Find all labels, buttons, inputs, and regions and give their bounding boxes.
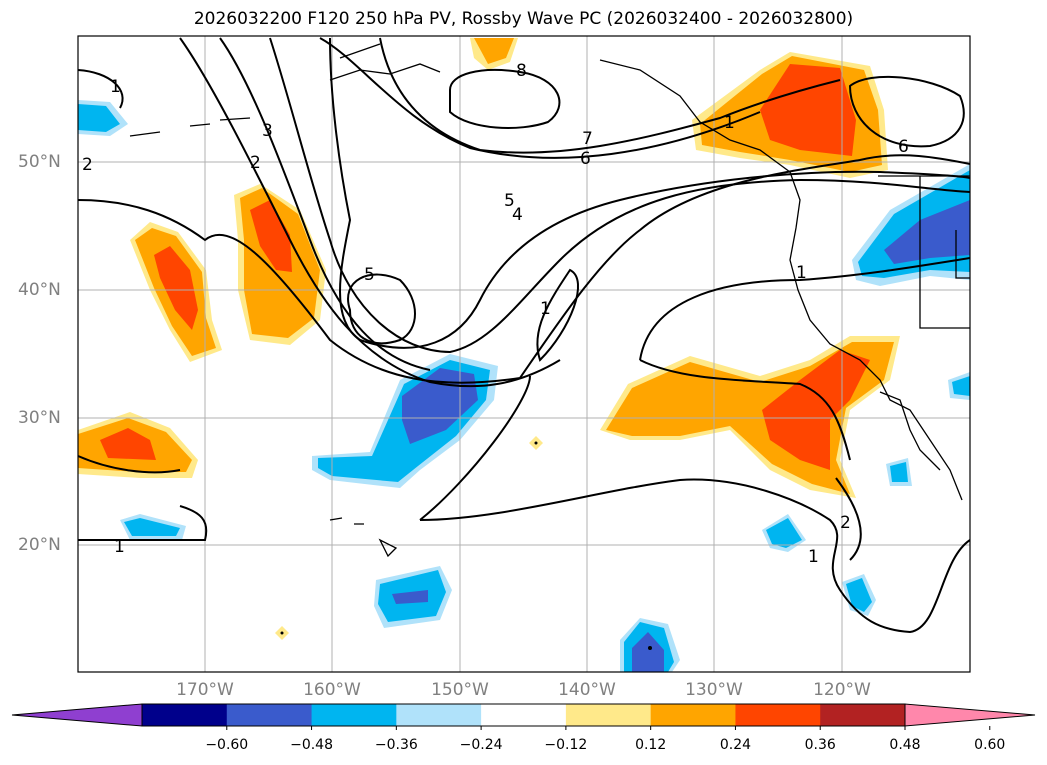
colorbar-frame <box>141 703 906 727</box>
colorbar-tick-label: 0.24 <box>719 737 752 753</box>
colorbar-tick-label: −0.24 <box>459 737 503 753</box>
colorbar-segment <box>735 704 821 726</box>
contour-label: 6 <box>898 137 909 157</box>
fill-positive <box>760 64 856 156</box>
colorbar-extend-low <box>11 703 143 727</box>
contour-label: 8 <box>516 61 527 81</box>
lon-label: 150°W <box>431 680 489 700</box>
lon-label: 140°W <box>558 680 616 700</box>
colorbar-segment <box>142 704 228 726</box>
colorbar-segment <box>481 704 567 726</box>
point-markers <box>280 441 652 650</box>
contour-label: 4 <box>512 205 523 225</box>
colorbar-segment <box>650 704 736 726</box>
fill-negative <box>402 368 478 444</box>
lat-label: 30°N <box>18 408 61 428</box>
contour-label: 5 <box>504 191 515 211</box>
colorbar-segment <box>820 704 906 726</box>
colorbar-tick-label: −0.60 <box>205 737 249 753</box>
pv-contours <box>77 37 971 634</box>
contour-label: 5 <box>364 265 375 285</box>
contour-label: 1 <box>808 547 819 567</box>
colorbar-tick-label: −0.48 <box>290 737 333 753</box>
colorbar-segment <box>565 704 652 726</box>
anomaly-fills <box>78 38 970 672</box>
fill-positive <box>474 38 514 64</box>
colorbar-tick-label: 0.36 <box>804 737 836 753</box>
lon-label: 120°W <box>813 680 871 700</box>
contour-label: 2 <box>250 153 261 173</box>
fill-negative <box>846 578 872 612</box>
colorbar <box>11 703 1036 730</box>
lat-label: 20°N <box>18 535 61 555</box>
fill-positive <box>100 428 156 460</box>
lon-label: 130°W <box>685 680 743 700</box>
plot-title: 2026032200 F120 250 hPa PV, Rossby Wave … <box>193 9 854 29</box>
colorbar-extend-high <box>904 703 1036 727</box>
contour-label: 1 <box>540 299 551 319</box>
contour-labels: 1 2 3 2 5 4 5 6 7 8 1 6 1 1 2 1 1 <box>82 61 909 567</box>
contour-label: 2 <box>840 513 851 533</box>
contour-label: 1 <box>724 113 735 133</box>
colorbar-tick-label: −0.12 <box>544 737 588 753</box>
fill-negative <box>78 104 120 132</box>
fill-negative <box>952 376 970 396</box>
fill-positive <box>762 350 870 470</box>
contour-label: 3 <box>262 121 273 141</box>
lon-label: 170°W <box>176 680 234 700</box>
contour-label: 7 <box>582 129 593 149</box>
lon-label: 160°W <box>303 680 361 700</box>
contour-label: 1 <box>796 263 807 283</box>
fill-positive <box>250 200 292 272</box>
fill-positive <box>154 246 198 330</box>
plot-frame <box>77 35 971 673</box>
colorbar-segment <box>311 704 397 726</box>
colorbar-tick-label: 0.48 <box>889 737 921 753</box>
colorbar-segment <box>226 704 313 726</box>
colorbar-tick-label: 0.60 <box>974 737 1006 753</box>
colorbar-segment <box>396 704 482 726</box>
fill-negative <box>632 632 664 672</box>
contour-label: 1 <box>114 537 125 557</box>
contour-label: 1 <box>110 77 121 97</box>
contour-label: 6 <box>580 149 591 169</box>
fill-negative <box>392 590 428 604</box>
fill-negative <box>766 518 802 548</box>
fill-negative <box>890 462 908 482</box>
lat-label: 40°N <box>18 280 61 300</box>
graticule <box>78 36 970 672</box>
coastlines <box>129 43 970 558</box>
colorbar-tick-label: −0.36 <box>374 737 418 753</box>
lat-label: 50°N <box>18 152 61 172</box>
fill-negative <box>884 200 970 264</box>
contour-label: 2 <box>82 155 93 175</box>
colorbar-tick-label: 0.12 <box>635 737 667 753</box>
fill-negative <box>124 518 180 536</box>
